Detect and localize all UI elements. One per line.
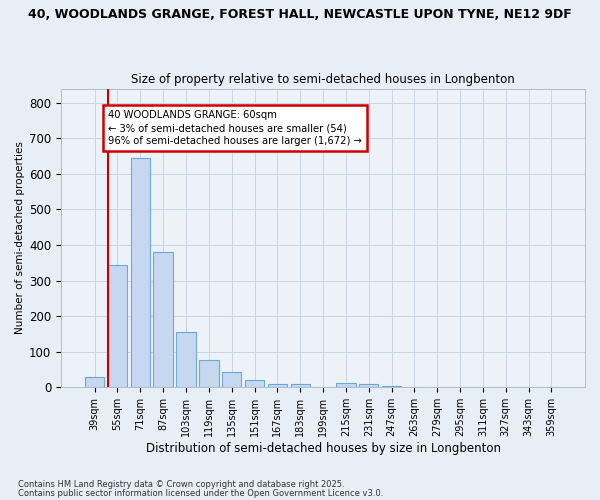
Bar [542, 386, 561, 388]
Title: Size of property relative to semi-detached houses in Longbenton: Size of property relative to semi-detach… [131, 73, 515, 86]
Text: 40 WOODLANDS GRANGE: 60sqm
← 3% of semi-detached houses are smaller (54)
96% of : 40 WOODLANDS GRANGE: 60sqm ← 3% of semi-… [109, 110, 362, 146]
X-axis label: Distribution of semi-detached houses by size in Longbenton: Distribution of semi-detached houses by … [146, 442, 500, 455]
Bar [85, 376, 104, 388]
Bar [245, 380, 264, 388]
Text: 40, WOODLANDS GRANGE, FOREST HALL, NEWCASTLE UPON TYNE, NE12 9DF: 40, WOODLANDS GRANGE, FOREST HALL, NEWCA… [28, 8, 572, 20]
Bar [290, 384, 310, 388]
Bar [268, 384, 287, 388]
Bar [131, 158, 150, 388]
Bar [176, 332, 196, 388]
Bar [382, 386, 401, 388]
Bar [222, 372, 241, 388]
Y-axis label: Number of semi-detached properties: Number of semi-detached properties [15, 142, 25, 334]
Text: Contains public sector information licensed under the Open Government Licence v3: Contains public sector information licen… [18, 489, 383, 498]
Bar [154, 252, 173, 388]
Bar [473, 386, 493, 388]
Bar [359, 384, 379, 388]
Bar [336, 383, 356, 388]
Text: Contains HM Land Registry data © Crown copyright and database right 2025.: Contains HM Land Registry data © Crown c… [18, 480, 344, 489]
Bar [199, 360, 218, 388]
Bar [108, 264, 127, 388]
